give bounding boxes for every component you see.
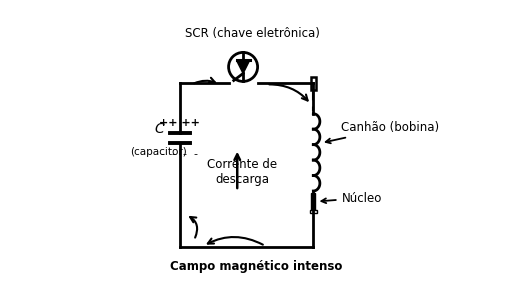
Text: Canhão (bobina): Canhão (bobina)	[326, 121, 439, 143]
Text: ++ ++: ++ ++	[160, 118, 200, 128]
FancyBboxPatch shape	[311, 77, 316, 90]
Text: Corrente de
descarga: Corrente de descarga	[207, 158, 277, 186]
FancyBboxPatch shape	[311, 193, 316, 210]
Text: SCR (chave eletrônica): SCR (chave eletrônica)	[185, 26, 320, 40]
Polygon shape	[237, 60, 250, 74]
Text: C: C	[154, 122, 164, 136]
FancyBboxPatch shape	[310, 210, 317, 212]
Text: Campo magnético intenso: Campo magnético intenso	[170, 260, 342, 273]
Text: (capacitor): (capacitor)	[131, 147, 187, 157]
Text: -  -  -  -: - - - -	[161, 149, 199, 158]
Text: Núcleo: Núcleo	[321, 192, 382, 205]
